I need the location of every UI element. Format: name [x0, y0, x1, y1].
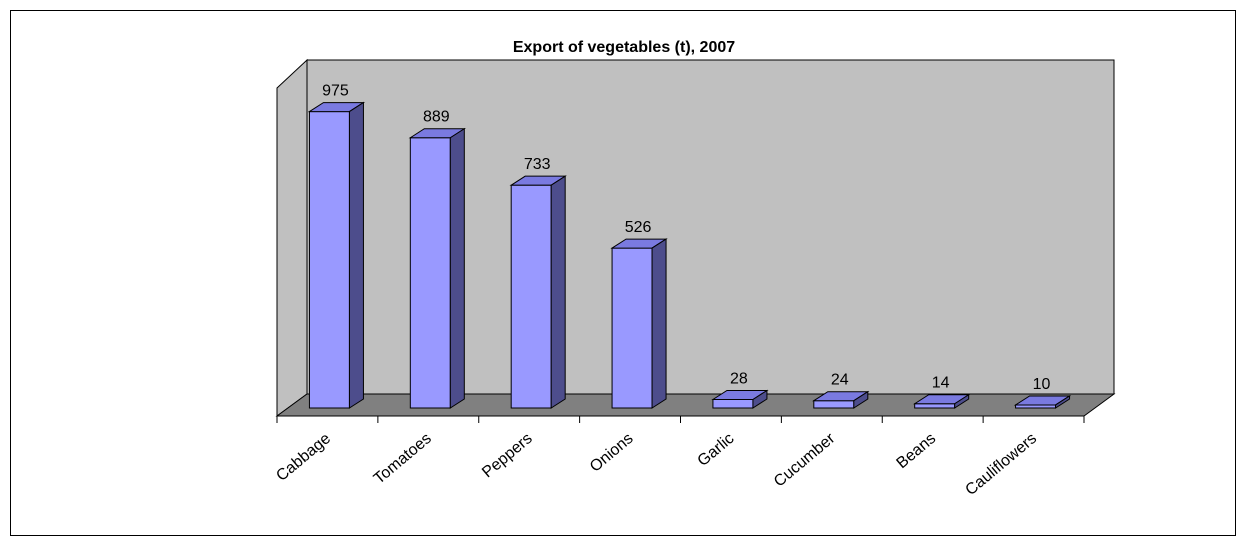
bar	[307, 101, 366, 409]
category-label: Garlic	[695, 430, 738, 470]
bar-side	[853, 390, 869, 409]
data-label: 733	[524, 156, 551, 173]
category-label: Cabbage	[273, 430, 334, 485]
bar	[912, 393, 971, 409]
bar	[711, 389, 769, 409]
bar-chart: Export of vegetables (t), 2007 975 889 733…	[273, 39, 1116, 499]
bar-front	[409, 137, 451, 409]
data-label: 28	[730, 370, 748, 387]
floor	[275, 393, 1116, 417]
bar-front	[712, 398, 754, 409]
bar-front	[510, 184, 552, 409]
bar-side	[752, 389, 768, 409]
bar-front	[813, 400, 855, 409]
data-label: 14	[932, 375, 950, 392]
category-label: Cucumber	[771, 430, 839, 491]
category-labels: Cabbage Tomatoes Peppers Onions Garlic Cucumb…	[273, 430, 1040, 499]
category-label: Tomatoes	[371, 430, 435, 488]
bar	[1013, 395, 1072, 409]
category-label: Onions	[587, 430, 637, 476]
category-label: Peppers	[479, 430, 536, 481]
bars	[307, 101, 1072, 409]
x-axis	[276, 415, 1085, 423]
chart-walls	[275, 58, 1116, 417]
chart-frame: Export of vegetables (t), 2007 975 889 733…	[10, 10, 1236, 536]
bar	[408, 127, 467, 409]
data-label: 975	[322, 83, 349, 100]
data-label: 889	[423, 109, 450, 126]
bar-side	[348, 101, 364, 409]
bar-side	[651, 238, 667, 409]
chart-title: Export of vegetables (t), 2007	[513, 39, 735, 56]
bar-front	[914, 403, 956, 409]
data-labels: 975 889 733 526 28 24 14 10	[322, 83, 1050, 393]
bar	[509, 175, 567, 409]
side-wall	[276, 58, 308, 417]
category-label: Cauliflowers	[962, 430, 1040, 499]
data-label: 10	[1033, 376, 1051, 393]
bar-front	[611, 247, 653, 409]
bar-side	[954, 393, 970, 409]
bar-side	[449, 127, 465, 409]
bar-front	[308, 111, 350, 409]
data-label: 24	[831, 372, 849, 389]
bar-side	[1055, 395, 1071, 409]
bar	[812, 390, 870, 409]
bar-side	[550, 175, 566, 409]
category-label: Beans	[894, 430, 940, 472]
data-label: 526	[625, 219, 652, 236]
bar	[610, 238, 668, 409]
